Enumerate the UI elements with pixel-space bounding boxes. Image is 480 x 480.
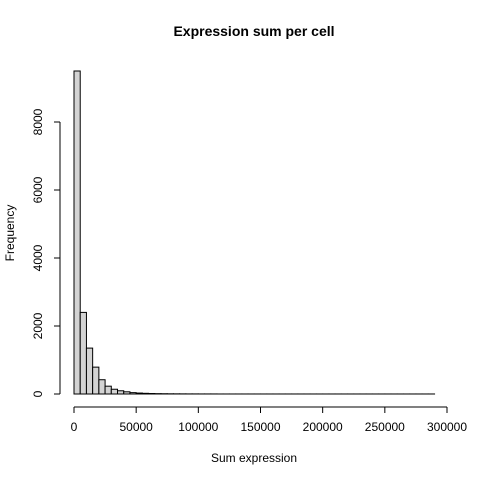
histogram-bars	[73, 70, 436, 395]
histogram-bar	[85, 347, 94, 395]
histogram-bar	[104, 385, 112, 395]
histogram-bar	[79, 311, 87, 395]
y-tick-label: 4000	[31, 244, 45, 271]
x-tick-label: 50000	[119, 420, 153, 434]
histogram-bar	[110, 388, 119, 395]
x-tick-label: 300000	[427, 420, 467, 434]
histogram-bar	[141, 392, 150, 395]
histogram-bar	[129, 392, 137, 395]
histogram-bar	[135, 392, 143, 395]
y-tick-label: 8000	[31, 108, 45, 135]
histogram-bar	[98, 379, 106, 395]
y-tick-label: 2000	[31, 312, 45, 339]
x-tick-label: 200000	[303, 420, 343, 434]
y-tick-label: 0	[31, 390, 45, 397]
histogram-bar	[123, 391, 131, 395]
y-tick-label: 6000	[31, 176, 45, 203]
y-axis: 0 2000 4000 6000 8000	[31, 108, 61, 397]
x-tick-label: 0	[71, 420, 78, 434]
y-axis-label: Frequency	[3, 205, 17, 262]
x-axis: 0 50000 100000 150000 200000 250000 300000	[71, 406, 467, 434]
x-tick-label: 250000	[365, 420, 405, 434]
x-tick-label: 150000	[240, 420, 280, 434]
x-axis-label: Sum expression	[211, 451, 297, 465]
histogram-bar	[117, 390, 125, 395]
histogram-bar	[92, 366, 100, 395]
x-tick-label: 100000	[178, 420, 218, 434]
chart-title: Expression sum per cell	[173, 23, 334, 39]
histogram-bar	[73, 70, 81, 395]
